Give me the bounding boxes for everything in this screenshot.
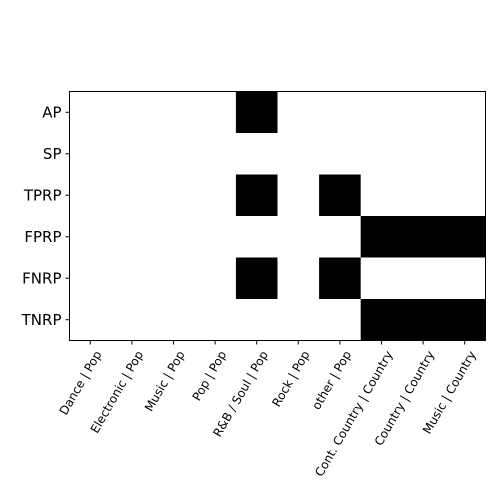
plot-frame [69,91,486,341]
heatmap-cell [402,216,445,258]
heatmap-cell [235,133,278,175]
heatmap-cell [111,133,154,175]
heatmap-cell [277,91,320,134]
heatmap-cell [194,216,237,258]
y-tick-label: TPRP [23,186,62,204]
heatmap-cell [277,216,320,258]
heatmap-cell [111,174,154,217]
heatmap-cell [111,91,154,134]
heatmap-cell [194,91,237,134]
heatmap-cell [443,91,486,134]
y-axis: AP SP TPRP FPRP FNRP TNRP [21,103,70,329]
heatmap-cell [235,91,278,134]
heatmap-cell [69,91,112,134]
heatmap-cell [111,257,154,300]
heatmap-cell [111,216,154,258]
heatmap-cell [152,174,195,217]
heatmap-cell [277,257,320,300]
heatmap-cell [69,299,112,341]
y-tick-label: FNRP [22,269,61,287]
y-tick-label: FPRP [24,228,61,246]
heatmap-cell [319,91,362,134]
heatmap-cell [152,91,195,134]
heatmap-cell [69,216,112,258]
heatmap-cell [194,257,237,300]
heatmap-cell [194,174,237,217]
heatmap-cell [319,257,362,300]
heatmap-cell [69,174,112,217]
heatmap-cell [277,299,320,341]
heatmap-cell [319,216,362,258]
heatmap-cell [360,174,403,217]
heatmap-cell [235,257,278,300]
y-tick-label: SP [43,145,62,163]
heatmap-cells [69,91,486,341]
heatmap-cell [402,299,445,341]
heatmap-cell [319,299,362,341]
heatmap-cell [152,299,195,341]
heatmap-cell [235,299,278,341]
y-tick-label: TNRP [21,311,62,329]
heatmap-cell [402,91,445,134]
heatmap-cell [319,133,362,175]
heatmap-cell [277,174,320,217]
heatmap-cell [360,133,403,175]
heatmap-cell [402,174,445,217]
heatmap-cell [443,133,486,175]
heatmap-cell [360,91,403,134]
heatmap-cell [402,257,445,300]
heatmap-cell [443,216,486,258]
heatmap-cell [152,216,195,258]
heatmap-cell [360,216,403,258]
heatmap-cell [152,257,195,300]
heatmap-cell [402,133,445,175]
heatmap-cell [235,216,278,258]
heatmap-cell [69,257,112,300]
heatmap-cell [111,299,154,341]
heatmap-cell [69,133,112,175]
heatmap-cell [235,174,278,217]
heatmap-cell [443,257,486,300]
heatmap-cell [277,133,320,175]
y-tick-label: AP [42,103,61,121]
heatmap-cell [194,299,237,341]
heatmap-cell [319,174,362,217]
heatmap-cell [360,299,403,341]
heatmap-cell [152,133,195,175]
heatmap-cell [443,299,486,341]
heatmap-cell [443,174,486,217]
heatmap-cell [194,133,237,175]
heatmap-cell [360,257,403,300]
